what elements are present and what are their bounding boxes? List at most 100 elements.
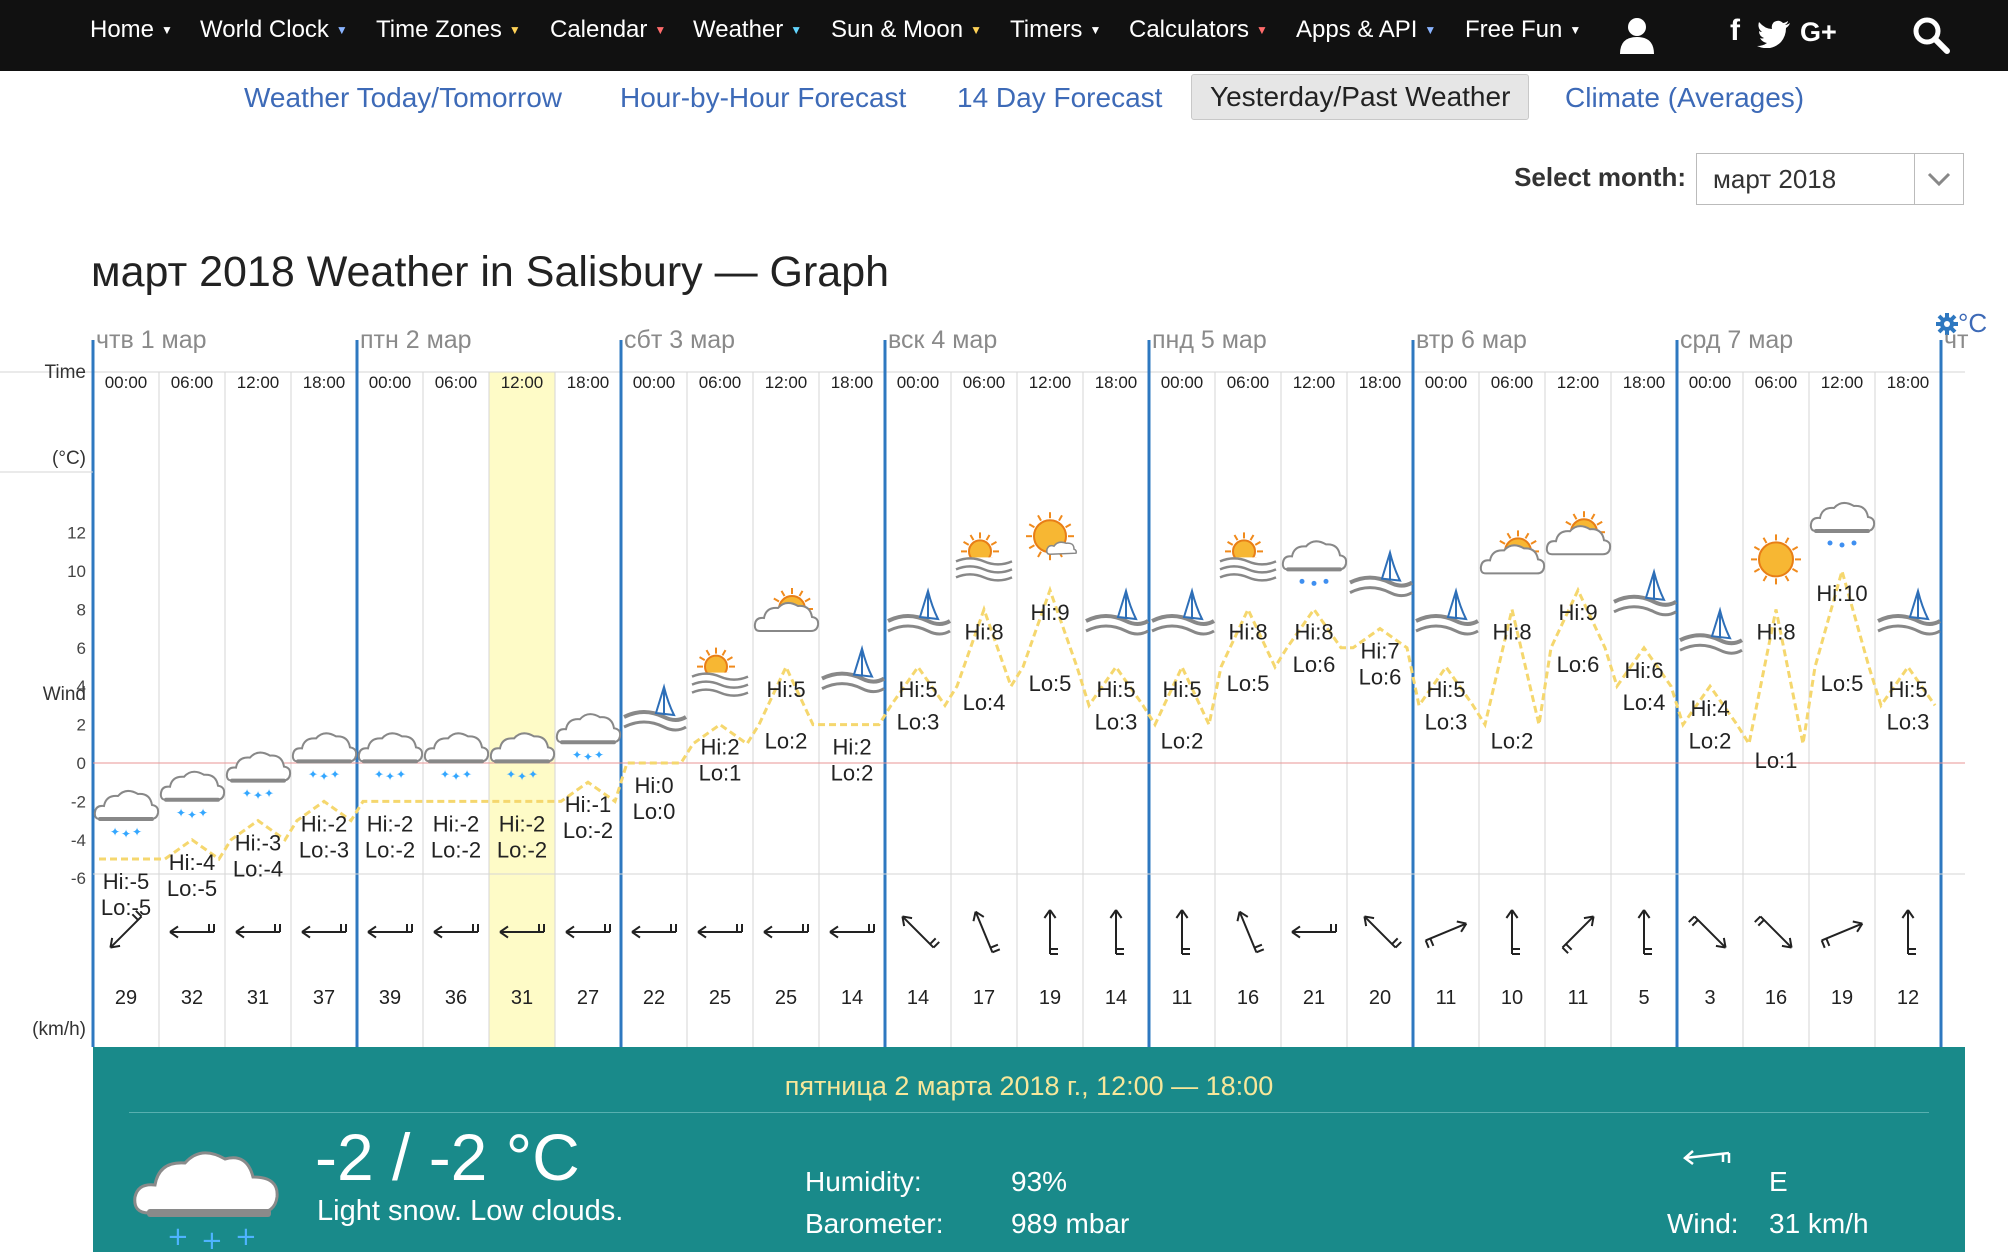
hi-label: Hi:5 — [1888, 677, 1927, 702]
weather-graph: TimeTemp(°C)Wind(km/h)121086420-2-4-6чтв… — [0, 326, 1969, 1047]
nav-label: Home — [90, 16, 155, 43]
tab-climate[interactable]: Climate (Averages) — [1565, 82, 1805, 113]
hi-label: Hi:5 — [1162, 677, 1201, 702]
barometer-value: 989 mbar — [1011, 1208, 1130, 1239]
caret-down-icon: ▼ — [1569, 23, 1582, 37]
wind-arrow-icon — [1637, 909, 1652, 955]
wind-arrow-icon — [1820, 920, 1864, 949]
wind-arrow-icon — [1236, 910, 1265, 954]
lo-label: Lo:5 — [1821, 671, 1864, 696]
nav-time-zones[interactable]: Time Zones ▼ — [376, 16, 521, 44]
caret-down-icon: ▼ — [1256, 23, 1268, 37]
google-plus-icon[interactable]: G+ — [1800, 17, 1837, 47]
partly-sunny-icon — [1479, 530, 1546, 575]
partly-sunny-icon — [753, 588, 820, 632]
wind-arrow-icon — [829, 924, 875, 939]
hi-label: Hi:8 — [964, 619, 1003, 644]
wind-value: 31 km/h — [1769, 1208, 1869, 1239]
wind-unit-label: (km/h) — [32, 1019, 86, 1040]
wind-speed-label: 37 — [313, 987, 335, 1009]
nav-world-clock[interactable]: World Clock ▼ — [200, 16, 348, 44]
tab-past-weather[interactable]: Yesterday/Past Weather — [1191, 74, 1530, 120]
nav-home[interactable]: Home ▼ — [90, 16, 173, 44]
lo-label: Lo:3 — [1425, 709, 1468, 734]
wind-arrow-icon — [1424, 920, 1468, 949]
month-select-value: март 2018 — [1713, 164, 1837, 194]
wind-speed-label: 22 — [643, 987, 665, 1009]
hi-label: Hi:-2 — [433, 811, 479, 836]
snow-icon: ✦ ✦ ✦ — [555, 713, 622, 764]
wind-speed-label: 11 — [1436, 987, 1457, 1009]
nav-label: World Clock — [200, 16, 329, 43]
caret-down-icon: ▼ — [970, 23, 982, 37]
wind-arrow-icon — [1291, 924, 1337, 939]
lo-label: Lo:-2 — [431, 837, 481, 862]
caret-down-icon: ▼ — [1424, 23, 1437, 37]
barometer-label: Barometer: — [805, 1208, 944, 1239]
lo-label: Lo:1 — [1755, 748, 1798, 773]
hi-label: Hi:0 — [634, 773, 673, 798]
svg-text:✦: ✦ — [440, 767, 450, 781]
caret-down-icon: ▼ — [654, 23, 667, 37]
hi-label: Hi:4 — [1690, 696, 1729, 721]
lo-label: Lo:4 — [1623, 690, 1666, 715]
snow-icon: ✦ ✦ ✦ — [357, 732, 424, 783]
svg-text:✦: ✦ — [330, 767, 340, 781]
twitter-icon[interactable] — [1757, 20, 1791, 48]
hi-label: Hi:8 — [1294, 619, 1333, 644]
time-label: 06:00 — [963, 373, 1006, 392]
hi-label: Hi:9 — [1558, 600, 1597, 625]
caret-down-icon: ▼ — [161, 23, 173, 37]
day-label: чтв 1 мар — [96, 326, 207, 354]
hi-label: Hi:-4 — [169, 850, 215, 875]
nav-calculators[interactable]: Calculators ▼ — [1129, 16, 1268, 44]
wind-icon — [1679, 606, 1744, 655]
caret-down-icon: ▼ — [508, 23, 521, 37]
tab-weather-today[interactable]: Weather Today/Tomorrow — [244, 82, 562, 113]
day-label: пнд 5 мар — [1152, 326, 1267, 354]
sun-cloud-icon — [1026, 512, 1077, 561]
selected-period-highlight — [489, 372, 555, 1047]
wind-arrow-icon — [499, 924, 545, 939]
lo-label: Lo:-2 — [365, 837, 415, 862]
search-icon[interactable] — [1912, 16, 1950, 54]
lo-label: Lo:2 — [1491, 729, 1534, 754]
unit-toggle[interactable]: °C — [1936, 308, 1987, 339]
nav-label: Timers — [1010, 16, 1083, 43]
svg-text:✦: ✦ — [121, 827, 131, 841]
wind-speed-label: 5 — [1638, 987, 1649, 1009]
lo-label: Lo:2 — [1161, 729, 1204, 754]
wind-arrow-icon — [1688, 915, 1727, 949]
time-label: 00:00 — [1425, 373, 1468, 392]
facebook-icon[interactable]: f — [1730, 14, 1740, 47]
wind-arrow-icon — [1901, 909, 1916, 955]
svg-text:✦: ✦ — [187, 808, 197, 822]
user-icon[interactable] — [1618, 16, 1656, 54]
lo-label: Lo:0 — [633, 799, 676, 824]
time-label: 12:00 — [1821, 373, 1864, 392]
hi-label: Hi:9 — [1030, 600, 1069, 625]
time-label: 18:00 — [303, 373, 346, 392]
svg-text:+: + — [167, 1222, 189, 1249]
wind-speed-label: 14 — [907, 987, 929, 1009]
wind-label: Wind: — [1667, 1208, 1739, 1239]
nav-sun-moon[interactable]: Sun & Moon ▼ — [831, 16, 982, 44]
svg-text:✦: ✦ — [176, 806, 186, 820]
nav-apps-api[interactable]: Apps & API ▼ — [1296, 16, 1436, 44]
month-select[interactable]: март 2018 — [1696, 153, 1964, 205]
lo-label: Lo:-2 — [497, 837, 547, 862]
divider — [129, 1112, 1929, 1113]
nav-weather[interactable]: Weather ▼ — [693, 16, 802, 44]
caret-down-icon: ▼ — [1089, 23, 1102, 37]
wind-arrow-icon — [763, 924, 809, 939]
hi-label: Hi:5 — [898, 677, 937, 702]
nav-free-fun[interactable]: Free Fun ▼ — [1465, 16, 1581, 44]
nav-calendar[interactable]: Calendar ▼ — [550, 16, 666, 44]
tab-hour-by-hour[interactable]: Hour-by-Hour Forecast — [620, 82, 907, 113]
snow-icon: ✦ ✦ ✦ — [159, 770, 226, 822]
page-title: март 2018 Weather in Salisbury — Graph — [91, 248, 890, 296]
wind-speed-label: 29 — [115, 987, 137, 1009]
hi-label: Hi:8 — [1492, 619, 1531, 644]
nav-timers[interactable]: Timers ▼ — [1010, 16, 1101, 44]
tab-14-day[interactable]: 14 Day Forecast — [957, 82, 1163, 113]
